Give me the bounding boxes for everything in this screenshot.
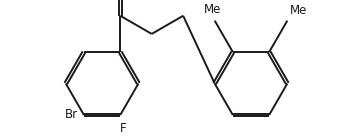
Text: F: F [120,122,126,135]
Text: Me: Me [290,4,308,17]
Text: Br: Br [66,108,79,121]
Text: Me: Me [204,3,222,16]
